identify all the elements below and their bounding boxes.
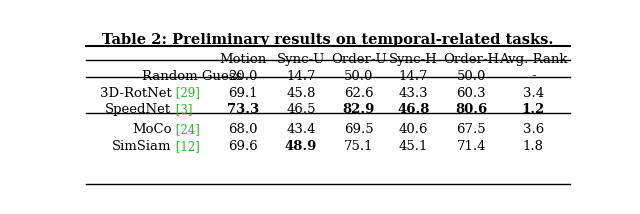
Text: 43.3: 43.3 — [399, 86, 428, 100]
Text: [12]: [12] — [172, 140, 200, 153]
Text: 68.0: 68.0 — [228, 123, 257, 136]
Text: SimSiam: SimSiam — [112, 140, 172, 153]
Text: 69.1: 69.1 — [228, 86, 257, 100]
Text: 1.8: 1.8 — [523, 140, 544, 153]
Text: SpeedNet: SpeedNet — [106, 103, 172, 116]
Text: Random Guess: Random Guess — [142, 70, 243, 83]
Text: 69.6: 69.6 — [228, 140, 258, 153]
Text: 3.4: 3.4 — [523, 86, 544, 100]
Text: 3.6: 3.6 — [523, 123, 544, 136]
Text: 82.9: 82.9 — [343, 103, 375, 116]
Text: 1.2: 1.2 — [522, 103, 545, 116]
Text: 69.5: 69.5 — [344, 123, 374, 136]
Text: 14.7: 14.7 — [399, 70, 428, 83]
Text: 14.7: 14.7 — [286, 70, 316, 83]
Text: 3D-RotNet: 3D-RotNet — [100, 86, 172, 100]
Text: 48.9: 48.9 — [285, 140, 317, 153]
Text: [3]: [3] — [172, 103, 193, 116]
Text: Order-H: Order-H — [444, 53, 499, 66]
Text: 62.6: 62.6 — [344, 86, 374, 100]
Text: Order-U: Order-U — [331, 53, 387, 66]
Text: 71.4: 71.4 — [456, 140, 486, 153]
Text: 46.5: 46.5 — [286, 103, 316, 116]
Text: 50.0: 50.0 — [344, 70, 374, 83]
Text: -: - — [531, 70, 536, 83]
Text: MoCo: MoCo — [132, 123, 172, 136]
Text: 43.4: 43.4 — [286, 123, 316, 136]
Text: 73.3: 73.3 — [227, 103, 259, 116]
Text: Sync-H: Sync-H — [389, 53, 438, 66]
Text: 80.6: 80.6 — [455, 103, 488, 116]
Text: 67.5: 67.5 — [456, 123, 486, 136]
Text: 45.1: 45.1 — [399, 140, 428, 153]
Text: Motion: Motion — [219, 53, 266, 66]
Text: 50.0: 50.0 — [457, 70, 486, 83]
Text: 40.6: 40.6 — [399, 123, 428, 136]
Text: Sync-U: Sync-U — [276, 53, 325, 66]
Text: [29]: [29] — [172, 86, 200, 100]
Text: 20.0: 20.0 — [228, 70, 257, 83]
Text: Avg. Rank: Avg. Rank — [499, 53, 568, 66]
Text: 46.8: 46.8 — [397, 103, 429, 116]
Text: [24]: [24] — [172, 123, 200, 136]
Text: 60.3: 60.3 — [456, 86, 486, 100]
Text: 45.8: 45.8 — [286, 86, 316, 100]
Text: 75.1: 75.1 — [344, 140, 374, 153]
Text: Table 2: Preliminary results on temporal-related tasks.: Table 2: Preliminary results on temporal… — [102, 33, 554, 47]
